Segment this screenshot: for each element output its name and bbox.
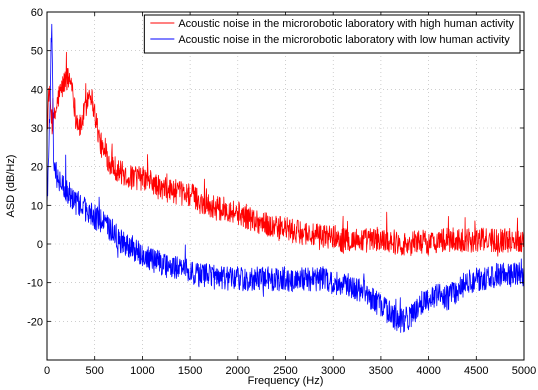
series-line-1 xyxy=(46,23,525,333)
x-tick-label: 2000 xyxy=(226,365,250,377)
y-tick-label: 10 xyxy=(31,200,43,212)
legend-label-high-activity: Acoustic noise in the microrobotic labor… xyxy=(178,18,514,30)
x-axis-label: Frequency (Hz) xyxy=(248,375,324,387)
y-tick-label: -10 xyxy=(27,278,43,290)
series-line-0 xyxy=(46,51,525,257)
x-tick-label: 0 xyxy=(44,365,50,377)
x-tick-label: 2500 xyxy=(273,365,297,377)
x-tick-label: 1000 xyxy=(130,365,154,377)
x-tick-label: 5000 xyxy=(512,365,536,377)
y-tick-label: 0 xyxy=(37,239,43,251)
y-tick-label: -20 xyxy=(27,316,43,328)
x-tick-label: 3500 xyxy=(369,365,393,377)
x-tick-label: 3000 xyxy=(321,365,345,377)
x-tick-label: 500 xyxy=(86,365,104,377)
y-tick-label: 50 xyxy=(31,46,43,58)
series-layer xyxy=(46,23,525,333)
y-tick-label: 60 xyxy=(31,7,43,19)
legend-label-low-activity: Acoustic noise in the microrobotic labor… xyxy=(178,34,510,46)
x-tick-label: 4000 xyxy=(416,365,440,377)
y-tick-label: 30 xyxy=(31,123,43,135)
x-tick-label: 4500 xyxy=(464,365,488,377)
legend: Acoustic noise in the microrobotic labor… xyxy=(143,14,521,54)
axis-ticks: 0 500 1000 1500 2000 2500 3000 3500 4000 4500 5000… xyxy=(27,7,536,377)
legend-box xyxy=(143,14,521,54)
x-tick-label: 1500 xyxy=(178,365,202,377)
y-tick-label: 20 xyxy=(31,162,43,174)
y-tick-label: 40 xyxy=(31,84,43,96)
y-axis-label: ASD (dB/Hz) xyxy=(5,155,17,218)
